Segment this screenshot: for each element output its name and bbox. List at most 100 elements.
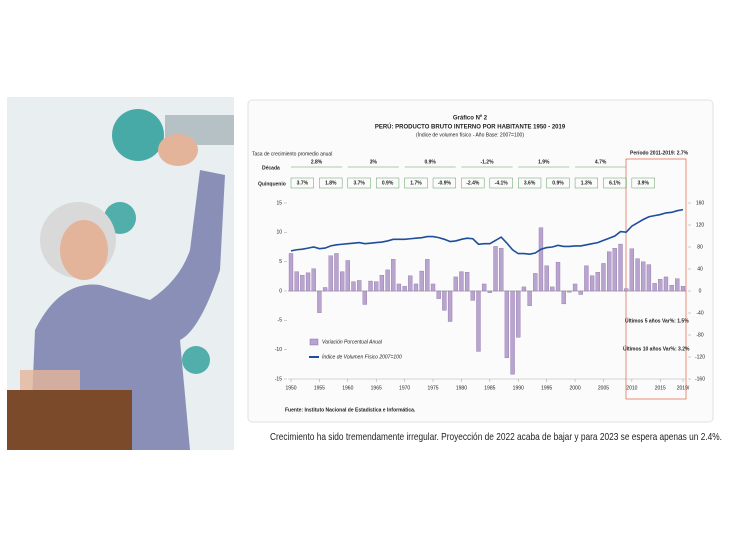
y-tick-label: -10 (275, 347, 282, 353)
quinquennium-rate: 3.7% (297, 180, 309, 186)
bar (601, 263, 606, 292)
bar (516, 290, 521, 338)
y-tick-label: -15 (275, 376, 282, 382)
x-tick-label: 1965 (371, 385, 382, 391)
legend-label: Índice de Volumen Físico 2007=100 (322, 353, 402, 360)
bar (413, 283, 419, 292)
index-line (290, 208, 684, 255)
decade-rate: 2.8% (311, 159, 323, 165)
y2-tick-label: 120 (696, 222, 705, 228)
chart-panel (247, 99, 714, 423)
bar (464, 272, 470, 292)
y2-tick-label: 40 (697, 266, 703, 272)
y2-tick-label: 0 (699, 288, 702, 294)
period-bracket (625, 158, 687, 400)
bar (533, 273, 538, 292)
bar (669, 284, 674, 292)
bar (391, 259, 396, 292)
bar (538, 227, 544, 292)
bar (402, 286, 407, 292)
quinquennium-rate: -4.1% (495, 180, 509, 186)
quinquennium-bracket (347, 177, 371, 189)
bar (641, 261, 646, 292)
bar (561, 290, 566, 305)
quinquennium-bracket (631, 177, 655, 189)
x-tick-label: 2019/ (677, 385, 690, 391)
bar (550, 286, 555, 292)
decade-rate: 0.9% (424, 159, 436, 165)
bar (567, 290, 572, 293)
decade-rate: 4.7% (595, 159, 607, 165)
quinquennium-rate: 6.1% (609, 180, 621, 186)
bar (493, 246, 498, 292)
quinquennium-rate: 1.3% (581, 180, 593, 186)
x-tick-label: 1995 (541, 385, 552, 391)
bar (447, 290, 453, 322)
x-tick-label: 1975 (427, 385, 438, 391)
bar (374, 281, 379, 292)
photo (7, 97, 234, 450)
chart-source: Fuente: Instituto Nacional de Estadístic… (285, 407, 416, 413)
x-tick-label: 1990 (513, 385, 524, 391)
bar (618, 243, 623, 292)
bar (328, 255, 333, 292)
y2-tick-label: -40 (696, 310, 703, 316)
x-tick-label: 2015 (655, 385, 666, 391)
bar (385, 269, 390, 292)
bar (300, 275, 305, 292)
chart-title: Gráfico Nº 2 (453, 116, 488, 122)
bar (368, 280, 373, 292)
quinquennium-bracket (603, 177, 627, 189)
decade-rate: 3% (370, 159, 378, 165)
bar (305, 272, 311, 292)
bar (442, 290, 447, 311)
y-tick-label: -5 (278, 318, 283, 324)
bar (396, 283, 402, 292)
quinquennium-rate: 1.8% (325, 180, 337, 186)
bar (572, 283, 578, 292)
quinquennium-rate: 3.7% (353, 180, 365, 186)
quinquennium-bracket (546, 177, 570, 189)
bar (362, 290, 367, 305)
x-tick-label: 1985 (484, 385, 495, 391)
bar (357, 280, 362, 292)
bar (680, 286, 686, 292)
quinquennium-bracket (461, 177, 485, 189)
bar (436, 290, 441, 299)
x-tick-label: 1980 (456, 385, 467, 391)
legend-label: Variación Porcentual Anual (322, 339, 383, 345)
bar (345, 260, 350, 292)
quinquennium-rate: -0.9% (438, 180, 452, 186)
y2-tick-label: -80 (696, 332, 703, 338)
period-label: Período 2011-2019: 2.7% (630, 150, 689, 156)
bar (646, 264, 652, 292)
bar (351, 281, 356, 292)
bar (425, 259, 430, 292)
quinquennium-rate: 0.9% (552, 180, 564, 186)
bar (555, 262, 561, 292)
quinquennium-bracket (290, 177, 314, 189)
bar (527, 290, 532, 306)
bar (482, 283, 487, 292)
bar (487, 290, 492, 293)
bar (499, 248, 504, 292)
bar (311, 268, 316, 292)
bar (635, 258, 640, 292)
chart-note: (Índice de volumen físico - Año Base: 20… (416, 131, 524, 138)
quinquennium-bracket (319, 177, 343, 189)
bar (459, 271, 464, 292)
bar (419, 270, 424, 292)
quinquennium-bracket (432, 177, 456, 189)
bar (663, 276, 669, 292)
bar (317, 290, 322, 313)
x-tick-label: 1970 (399, 385, 410, 391)
quinquennium-rate: 0.9% (382, 180, 394, 186)
bar (578, 290, 583, 295)
quinquennium-bracket (574, 177, 598, 189)
bar (521, 286, 527, 292)
quinquennium-rate: 3.6% (524, 180, 536, 186)
quinquennium-bracket (404, 177, 428, 189)
quinquennium-label: Quinquenio (258, 181, 286, 187)
bar (584, 265, 589, 292)
quinquennium-rate: 1.7% (410, 180, 422, 186)
